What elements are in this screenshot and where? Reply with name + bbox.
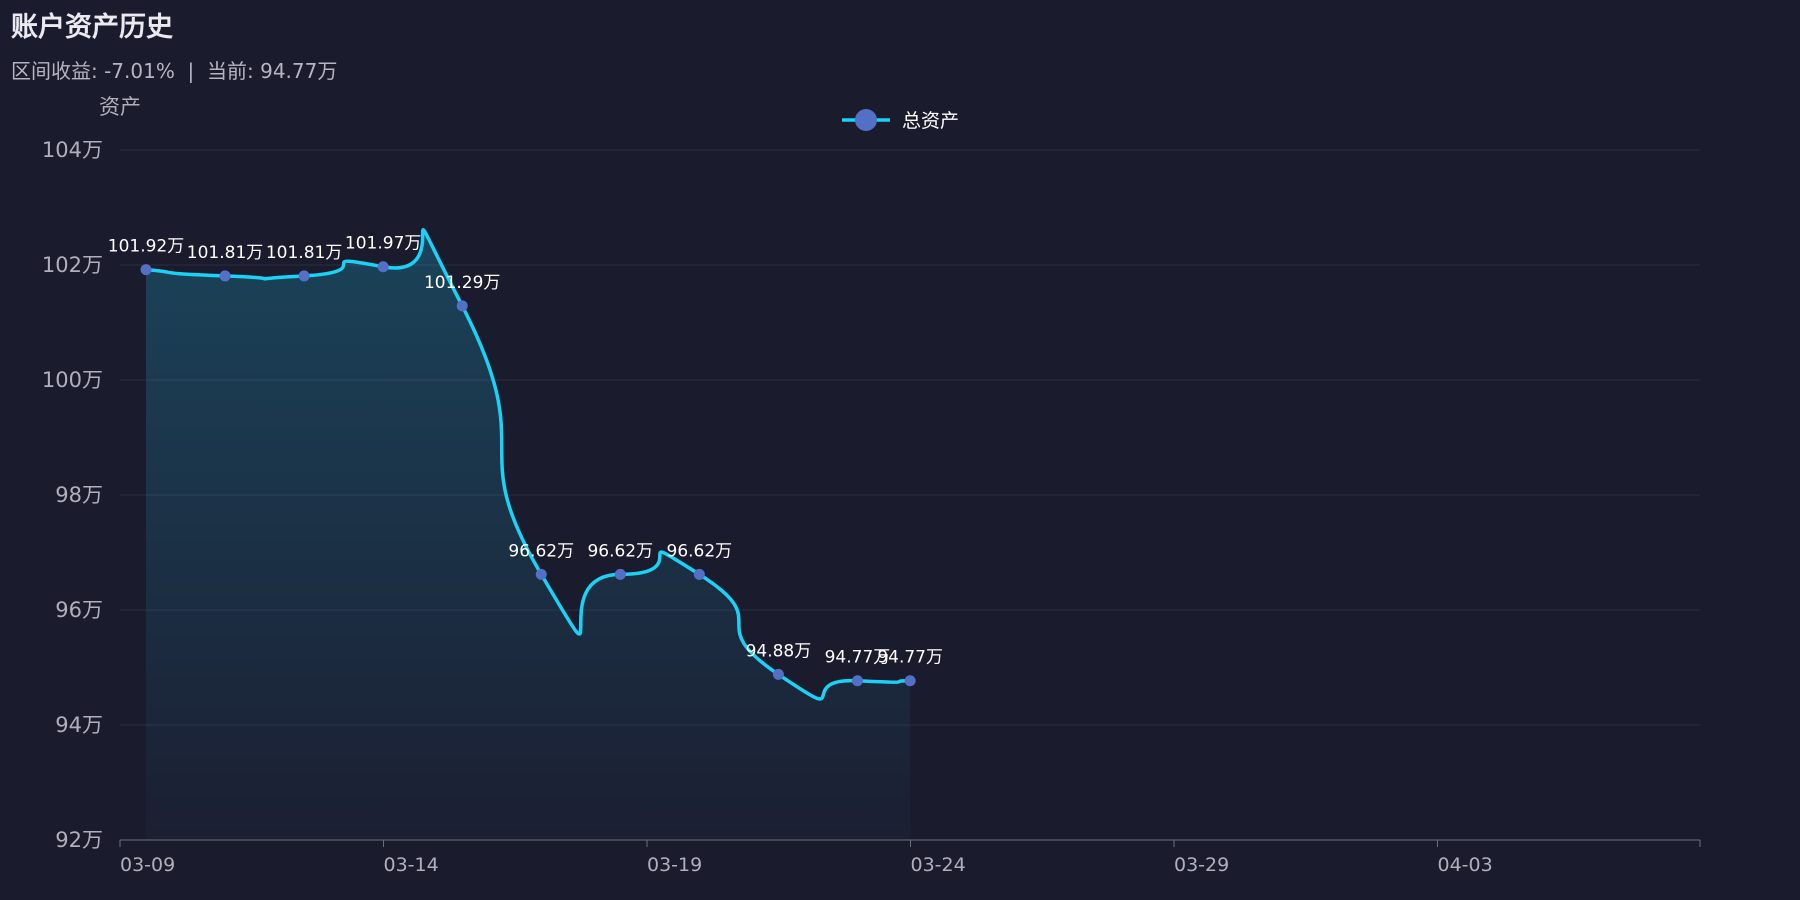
legend[interactable]: 总资产 xyxy=(842,109,959,132)
data-label: 101.29万 xyxy=(424,273,500,293)
data-point[interactable] xyxy=(298,270,310,282)
data-point[interactable] xyxy=(693,568,705,580)
data-point[interactable] xyxy=(140,264,152,276)
page-subtitle: 区间收益: -7.01% | 当前: 94.77万 xyxy=(11,59,338,83)
y-tick-label: 98万 xyxy=(55,483,103,507)
y-tick-label: 104万 xyxy=(42,138,103,162)
data-point[interactable] xyxy=(535,568,547,580)
y-tick-label: 102万 xyxy=(42,253,103,277)
data-point[interactable] xyxy=(904,675,916,687)
data-labels: 101.92万 101.81万 101.81万 101.97万101.29万96.62… xyxy=(108,234,943,668)
x-tick-label: 04-03 xyxy=(1438,854,1493,876)
data-point[interactable] xyxy=(614,568,626,580)
series-area xyxy=(146,229,911,840)
legend-marker-icon xyxy=(855,109,877,131)
y-tick-label: 92万 xyxy=(55,828,103,852)
legend-label: 总资产 xyxy=(902,110,959,132)
data-label: 96.62万 xyxy=(667,541,733,561)
data-point[interactable] xyxy=(772,668,784,680)
page-title: 账户资产历史 xyxy=(11,12,173,43)
data-point[interactable] xyxy=(456,300,468,312)
data-label: 101.97万 xyxy=(345,234,421,254)
data-label: 96.62万 xyxy=(508,541,574,561)
data-point[interactable] xyxy=(377,261,389,273)
y-axis-label: 资产 xyxy=(99,95,141,119)
data-points xyxy=(140,261,916,687)
data-label: 96.62万 xyxy=(587,541,653,561)
data-label: 101.81万 xyxy=(266,243,342,263)
data-label: 94.77万 xyxy=(825,648,891,668)
y-tick-label: 94万 xyxy=(55,713,103,737)
y-tick-label: 96万 xyxy=(55,598,103,622)
data-label: 94.88万 xyxy=(746,641,812,661)
x-tick-label: 03-14 xyxy=(384,854,439,876)
data-label: 94.77万 xyxy=(877,648,943,668)
data-label: 101.81万 xyxy=(187,243,263,263)
data-point[interactable] xyxy=(851,675,863,687)
data-point[interactable] xyxy=(219,270,231,282)
x-tick-label: 03-19 xyxy=(647,854,702,876)
y-tick-label: 100万 xyxy=(42,368,103,392)
x-tick-label: 03-24 xyxy=(911,854,966,876)
series-area-fill xyxy=(146,229,911,840)
x-tick-label: 03-09 xyxy=(120,854,175,876)
axes: 92万 94万 96万 98万 100万 102万 104万 资产 03-09 03-14 03-1… xyxy=(42,95,1701,876)
data-label: 101.92万 xyxy=(108,237,184,257)
x-tick-label: 03-29 xyxy=(1174,854,1229,876)
